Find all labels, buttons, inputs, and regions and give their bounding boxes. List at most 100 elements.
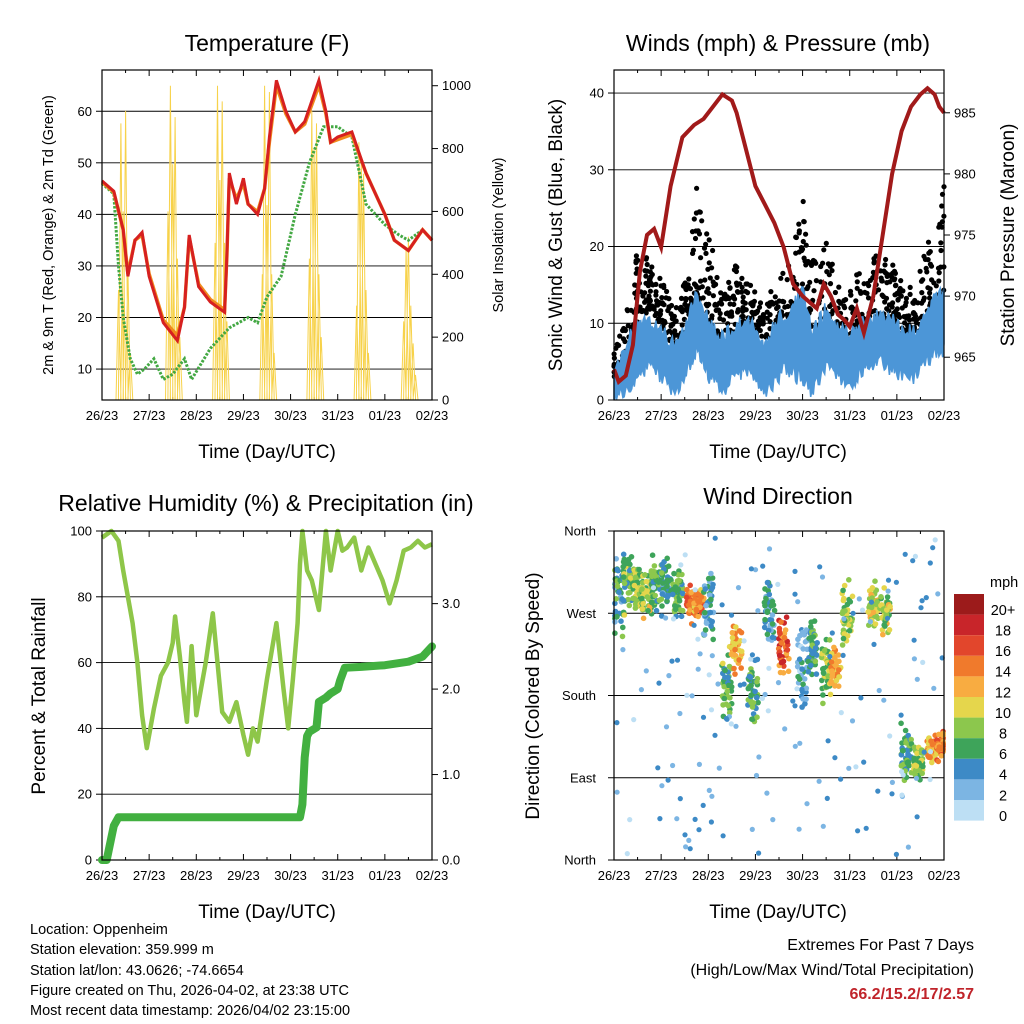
gust-point (843, 297, 849, 303)
direction-point (777, 669, 784, 676)
wind-direction-y-tick-label: North (564, 524, 596, 539)
direction-point (612, 630, 618, 636)
wind-direction-y-tick-label: North (564, 853, 596, 868)
direction-point (721, 695, 728, 702)
direction-point (728, 651, 735, 658)
direction-point (839, 642, 846, 648)
solar-y-tick-label: 400 (442, 267, 464, 282)
gust-point (688, 295, 694, 301)
direction-point (693, 606, 699, 613)
humidity-x-tick-label: 29/23 (227, 868, 260, 883)
gust-point (668, 311, 674, 317)
gust-point (938, 240, 944, 246)
gust-point (928, 263, 935, 269)
direction-point (644, 594, 651, 600)
direction-point (672, 606, 679, 613)
speed-legend-swatch (954, 635, 984, 656)
gust-point (673, 305, 679, 311)
gust-point (927, 286, 933, 292)
gust-point (614, 341, 620, 347)
direction-point (653, 577, 660, 583)
gust-point (679, 322, 685, 328)
gust-point (625, 308, 631, 314)
temperature-x-tick-label: 27/23 (133, 408, 166, 423)
direction-point (936, 744, 943, 750)
direction-point (748, 699, 754, 706)
direction-point (655, 765, 661, 771)
gust-point (620, 327, 626, 334)
temperature-x-tick-label: 02/23 (416, 408, 449, 423)
direction-point (825, 673, 831, 679)
direction-point (846, 765, 852, 771)
direction-point (692, 816, 698, 823)
direction-point (752, 567, 759, 573)
gust-point (686, 276, 692, 282)
direction-point (738, 665, 744, 671)
wind-direction-x-tick-label: 26/23 (598, 868, 631, 883)
direction-point (902, 727, 909, 734)
gust-point (892, 283, 899, 289)
humidity-y-tick-label: 40 (78, 721, 92, 736)
extremes-box: Extremes For Past 7 Days (High/Low/Max W… (690, 934, 974, 1008)
direction-point (708, 623, 714, 629)
direction-point (653, 607, 660, 614)
speed-legend-swatch (954, 800, 984, 821)
direction-point (811, 618, 818, 624)
direction-point (682, 832, 688, 838)
gust-point (693, 228, 699, 234)
direction-point (709, 618, 715, 625)
direction-point (832, 755, 838, 761)
direction-point (800, 646, 806, 652)
gust-point (903, 295, 910, 301)
direction-point (850, 610, 856, 616)
rain-y-tick-label: 3.0 (442, 596, 460, 611)
gust-point (739, 275, 745, 281)
winds-y-tick-label: 40 (590, 86, 604, 101)
gust-point (720, 317, 727, 323)
direction-point (749, 652, 756, 658)
temperature-x-tick-label: 28/23 (180, 408, 213, 423)
direction-point (644, 588, 650, 594)
extremes-values: 66.2/15.2/17/2.57 (849, 986, 974, 1003)
direction-point (829, 668, 835, 674)
direction-point (794, 663, 801, 670)
gust-point (747, 282, 754, 288)
direction-point (893, 579, 900, 585)
gust-point (879, 292, 885, 298)
direction-point (826, 637, 833, 643)
direction-point (912, 767, 919, 774)
direction-point (624, 851, 630, 857)
direction-point (880, 631, 886, 638)
gust-point (755, 318, 762, 324)
direction-point (656, 597, 663, 604)
direction-point (687, 607, 693, 613)
gust-point (796, 230, 802, 236)
direction-point (766, 591, 773, 598)
wind-direction-plot-frame (613, 530, 945, 861)
direction-point (836, 674, 842, 680)
direction-point (656, 680, 662, 686)
gust-point (774, 305, 780, 311)
gust-point (691, 216, 697, 222)
gust-point (700, 295, 706, 301)
gust-point (649, 264, 655, 270)
gust-point (886, 302, 893, 308)
gust-point (812, 258, 818, 265)
gust-point (664, 288, 670, 295)
direction-point (612, 619, 618, 625)
gust-point (703, 241, 709, 247)
wind-direction-y-tick-label: South (562, 688, 596, 703)
gust-point (890, 262, 896, 268)
gust-point (710, 293, 717, 299)
direction-point (927, 776, 933, 783)
direction-point (702, 586, 709, 592)
gust-point (935, 265, 942, 271)
gust-point (837, 300, 844, 306)
direction-point (881, 697, 887, 703)
direction-point (817, 564, 823, 570)
direction-point (775, 581, 781, 588)
solar-y-tick-label: 800 (442, 141, 464, 156)
direction-point (796, 676, 803, 682)
gust-point (884, 280, 890, 286)
gust-point (879, 278, 885, 284)
